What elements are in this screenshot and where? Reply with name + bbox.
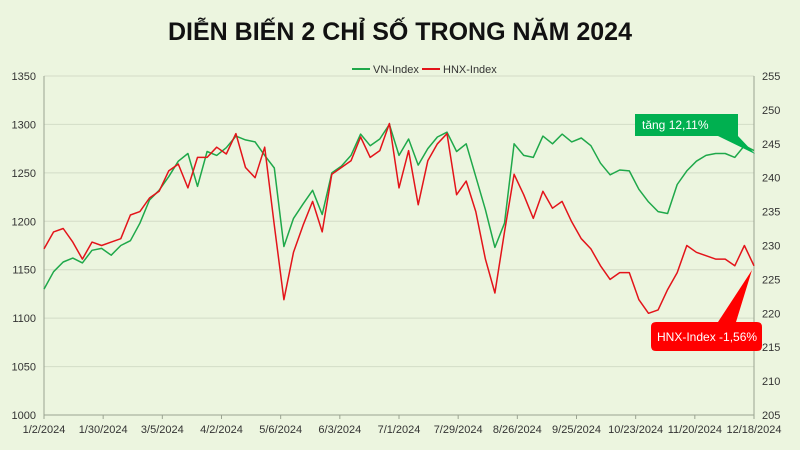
chart-title: DIỄN BIẾN 2 CHỈ SỐ TRONG NĂM 2024 [168, 16, 632, 46]
annotation-hnx-index: HNX-Index -1,56% [651, 270, 762, 351]
x-tick-label: 7/29/2024 [434, 424, 483, 436]
x-tick-label: 12/18/2024 [726, 424, 781, 436]
legend-label-hnx-index: HNX-Index [443, 64, 497, 76]
y-left-tick-label: 1350 [12, 71, 36, 83]
series-layer [43, 122, 755, 315]
x-tick-label: 3/5/2024 [141, 424, 184, 436]
series-line-hnx-index [43, 122, 755, 315]
y-left-tick-label: 1150 [12, 265, 36, 277]
y-right-tick-label: 245 [762, 139, 780, 151]
x-tick-label: 6/3/2024 [318, 424, 361, 436]
x-tick-label: 1/30/2024 [79, 424, 128, 436]
x-axis: 1/2/2024 1/30/2024 3/5/2024 4/2/2024 5/6/202… [23, 414, 782, 436]
y-right-tick-label: 220 [762, 308, 780, 320]
y-left-tick-label: 1300 [12, 119, 36, 131]
y-right-tick-label: 240 [762, 173, 780, 185]
y-right-tick-label: 205 [762, 410, 780, 422]
y-left-tick-label: 1200 [12, 216, 36, 228]
x-tick-label: 9/25/2024 [552, 424, 601, 436]
x-tick-label: 5/6/2024 [259, 424, 302, 436]
annotation-vn-callout-shape [635, 114, 755, 154]
x-tick-label: 8/26/2024 [493, 424, 542, 436]
y-right-tick-label: 235 [762, 207, 780, 219]
y-right-tick-label: 230 [762, 241, 780, 253]
annotation-vn-index: tăng 12,11% [635, 114, 755, 154]
y-right-tick-label: 215 [762, 342, 780, 354]
y-left-tick-label: 1100 [12, 313, 36, 325]
y-right-tick-label: 210 [762, 376, 780, 388]
x-tick-label: 7/1/2024 [378, 424, 421, 436]
legend-label-vn-index: VN-Index [373, 64, 419, 76]
y-left-tick-label: 1000 [12, 410, 36, 422]
y-right-tick-label: 250 [762, 105, 780, 117]
y-left-tick-label: 1250 [12, 168, 36, 180]
x-tick-label: 1/2/2024 [23, 424, 66, 436]
y-right-tick-label: 255 [762, 71, 780, 83]
y-right-tick-label: 225 [762, 274, 780, 286]
x-tick-label: 11/20/2024 [668, 424, 722, 436]
y-axis-right: 205 210 215 220 225 230 235 240 245 250 255 [753, 71, 780, 422]
x-tick-label: 10/23/2024 [608, 424, 663, 436]
y-axis-left: 1000 1050 1100 1150 1200 1250 1300 1350 [12, 71, 45, 422]
x-tick-label: 4/2/2024 [200, 424, 243, 436]
annotation-vn-text: tăng 12,11% [642, 118, 709, 132]
annotation-hnx-text: HNX-Index -1,56% [657, 330, 757, 344]
legend: VN-Index HNX-Index [352, 64, 497, 76]
y-left-tick-label: 1050 [12, 362, 36, 374]
annotation-hnx-callout-shape [651, 270, 762, 351]
